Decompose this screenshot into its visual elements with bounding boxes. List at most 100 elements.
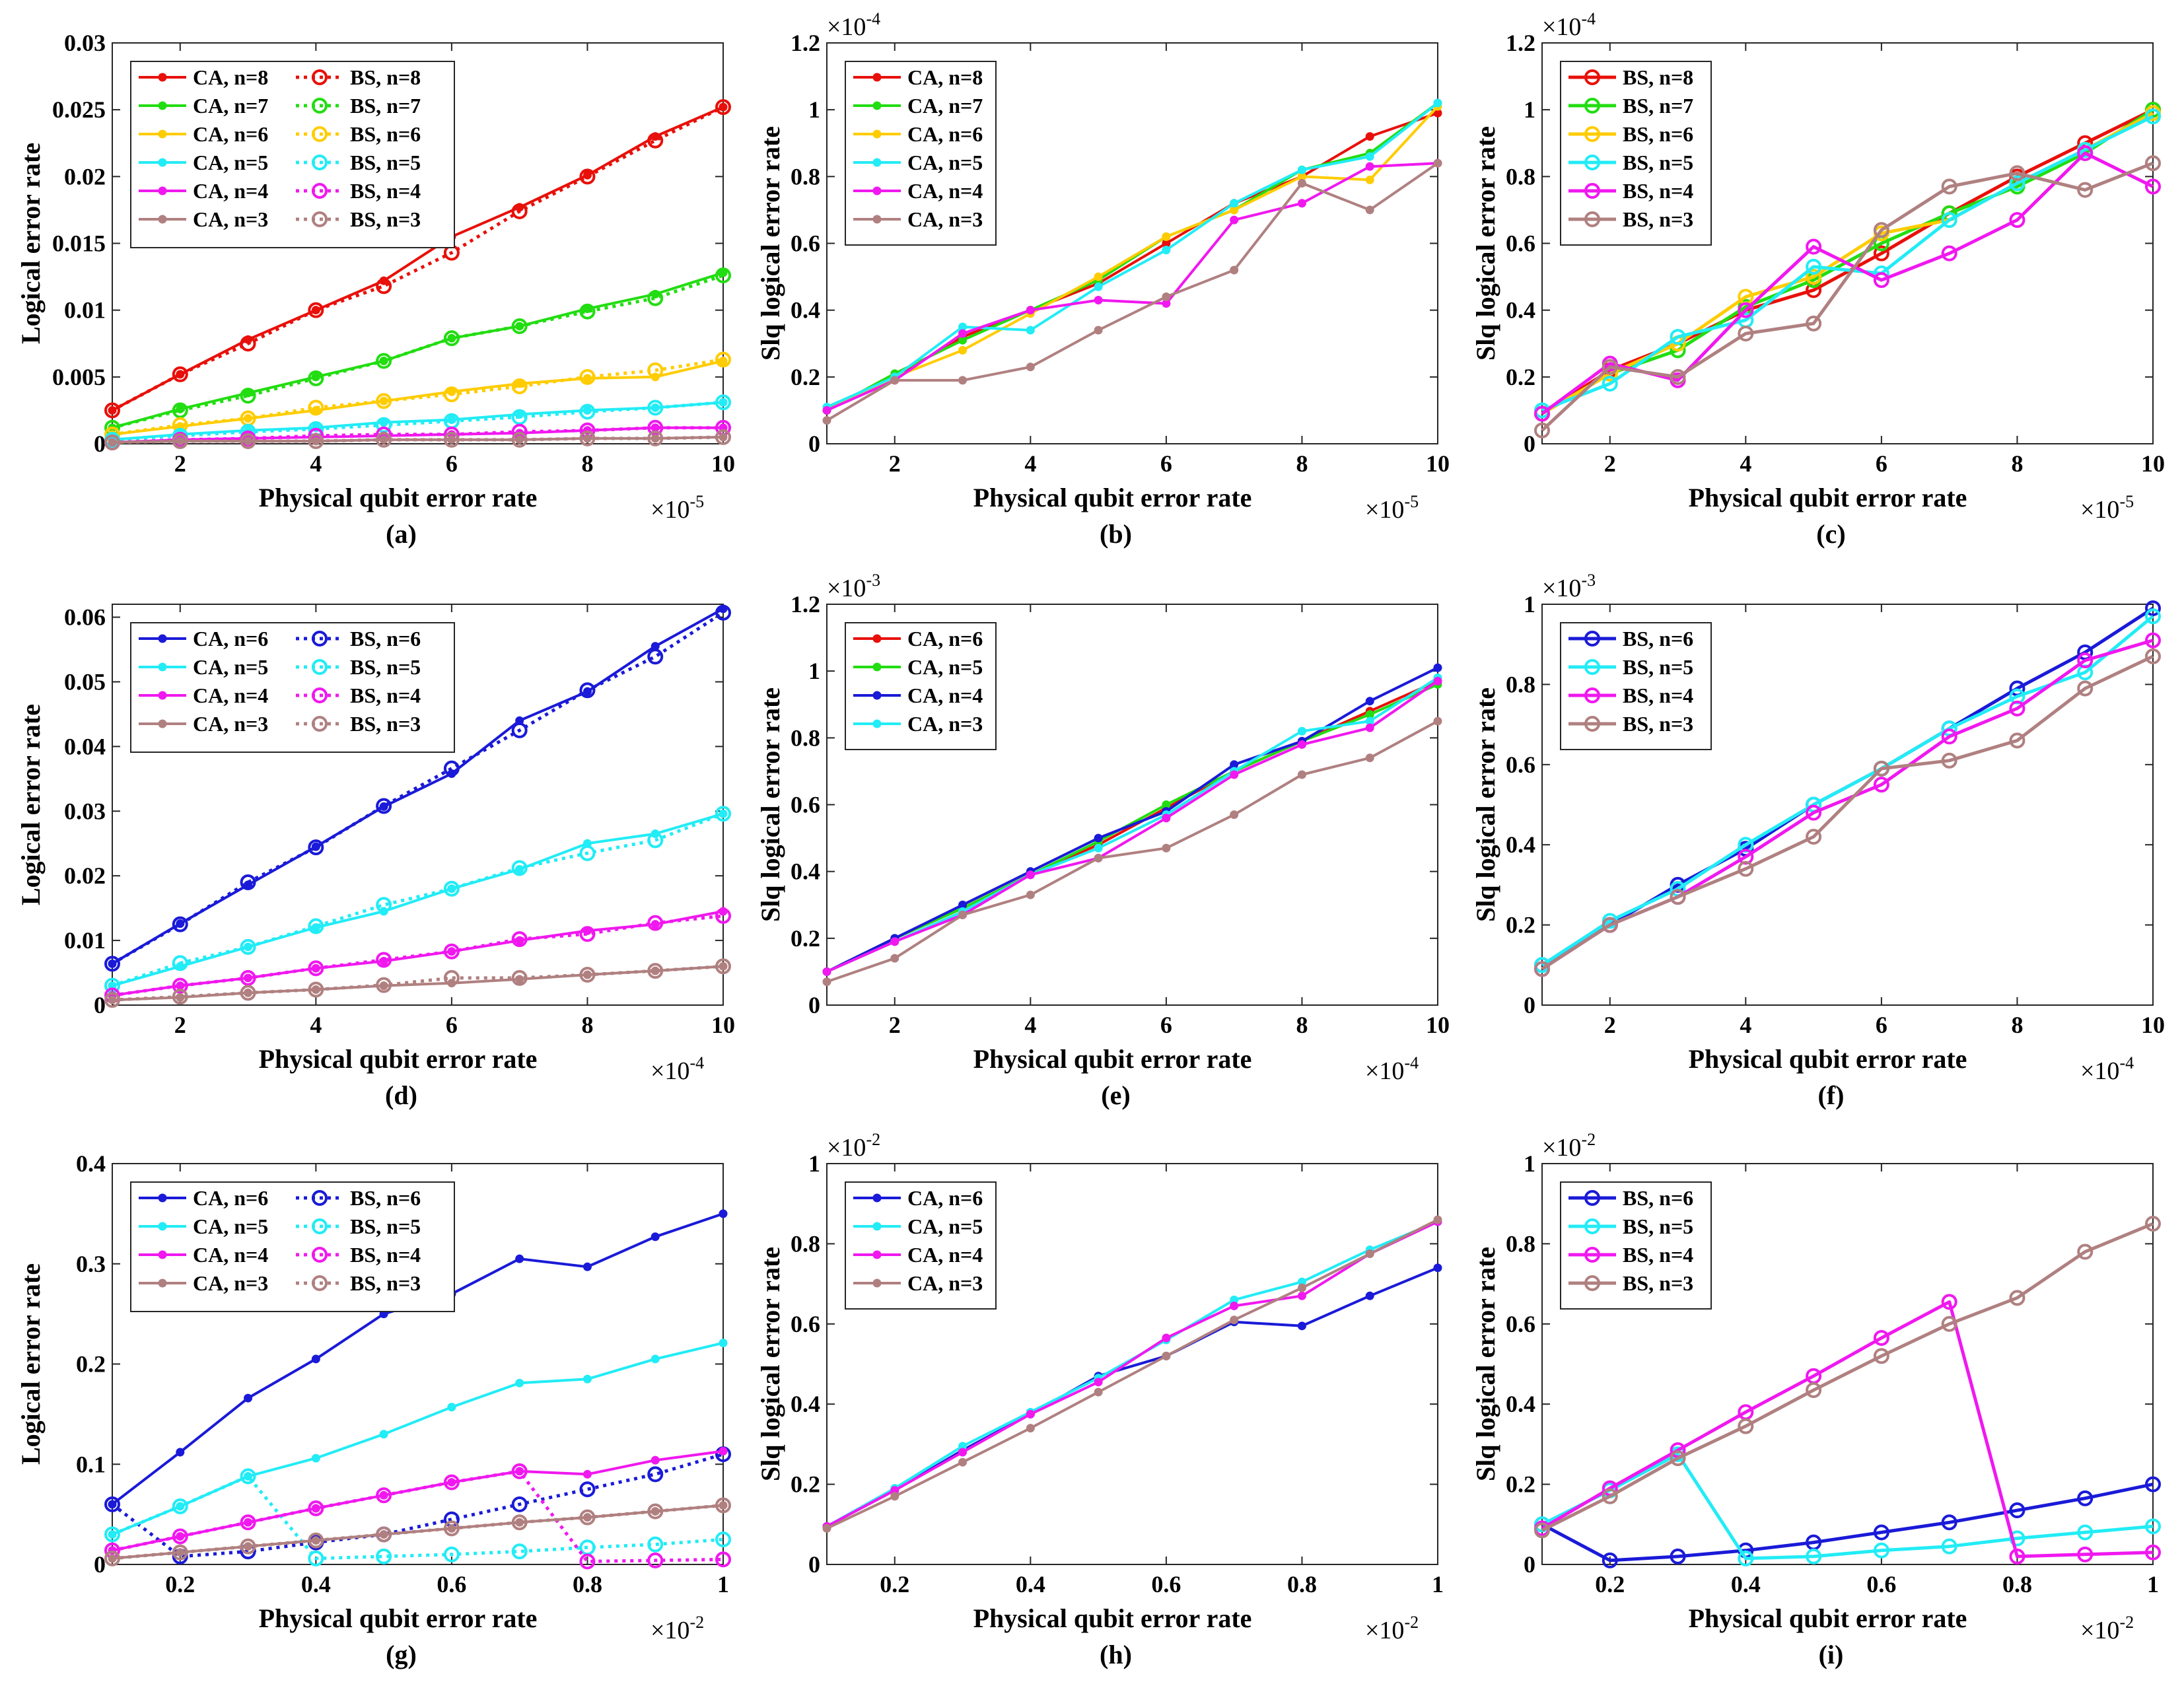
legend-box: [1560, 1181, 1712, 1310]
data-point: [958, 910, 968, 919]
data-point: [647, 648, 664, 665]
x-tick-label: 6: [446, 1012, 458, 1038]
data-point: [104, 402, 120, 419]
y-tick-label: 1.2: [1506, 30, 1535, 56]
data-point: [1162, 239, 1171, 248]
legend-label: BS, n=4: [350, 1243, 421, 1267]
y-tick-label: 0.02: [64, 862, 106, 889]
data-point: [1941, 1315, 1957, 1332]
data-point: [715, 907, 731, 924]
data-point: [1365, 1249, 1374, 1259]
data-point: [2145, 108, 2161, 125]
y-axis-label: Slq logical error rate: [1471, 126, 1500, 361]
data-point: [379, 1430, 388, 1439]
x-tick-label: 0.2: [1595, 1571, 1625, 1597]
legend-marker: [158, 129, 167, 139]
legend-label: BS, n=3: [350, 712, 421, 736]
y-axis-label: Slq logical error rate: [1471, 1247, 1500, 1481]
series-line-ca-n-5: [826, 683, 1438, 973]
legend-box: [845, 622, 997, 750]
legend-label: CA, n=3: [907, 712, 983, 736]
data-point: [582, 434, 592, 443]
data-point: [579, 682, 596, 699]
series-line-ca-n-3-n-4-line-: [826, 680, 1439, 973]
data-point: [2077, 652, 2094, 668]
data-point: [1230, 205, 1239, 215]
y-tick-label: 0.01: [64, 297, 106, 324]
y-tick-label: 0.2: [1506, 364, 1535, 390]
legend-marker: [1584, 155, 1600, 170]
legend-box: [845, 1181, 997, 1310]
legend-marker: [312, 98, 328, 114]
series-line-bs-n-5: [112, 400, 724, 442]
series-line-bs-n-3: [112, 435, 724, 444]
y-tick-label: 0.6: [791, 230, 820, 257]
series-line-bs-n-7: [112, 273, 724, 430]
x-tick-label: 1: [2147, 1571, 2159, 1597]
x-tick-label: 4: [310, 1012, 322, 1038]
data-point: [511, 722, 528, 738]
data-point: [2009, 165, 2025, 182]
data-point: [447, 1403, 456, 1412]
legend-marker: [1584, 69, 1600, 85]
data-point: [311, 985, 320, 995]
data-point: [958, 322, 968, 332]
series-line-bs-n-3: [1541, 1222, 2154, 1532]
legend-marker: [312, 659, 328, 675]
x-tick-label: 0.8: [573, 1571, 602, 1597]
data-point: [1873, 1330, 1889, 1347]
data-point: [651, 434, 660, 443]
legend-marker: [158, 662, 167, 672]
data-point: [240, 969, 256, 986]
x-tick-label: 0.8: [2002, 1571, 2032, 1597]
x-axis-label: Physical qubit error rate: [973, 1603, 1252, 1633]
legend-label: CA, n=4: [193, 1243, 268, 1267]
data-point: [443, 880, 460, 897]
legend-label: BS, n=4: [1623, 683, 1693, 707]
x-tick-label: 4: [1024, 1012, 1036, 1038]
data-point: [1026, 306, 1035, 315]
series-group: [104, 99, 731, 450]
legend-marker: [158, 1222, 167, 1231]
plot-area-frame: [826, 1163, 1438, 1565]
data-point: [172, 433, 188, 449]
data-point: [1534, 961, 1550, 977]
y-tick-label: 0.4: [791, 859, 820, 885]
data-point: [890, 1492, 899, 1501]
legend-label: CA, n=5: [193, 1214, 268, 1238]
data-point: [376, 798, 392, 814]
series-line-ca-n-4: [112, 1450, 724, 1552]
y-tick-label: 0: [808, 431, 820, 457]
series-line-ca-n-3: [826, 1218, 1438, 1530]
data-point: [958, 900, 968, 909]
y-tick-label: 0.015: [52, 230, 106, 257]
data-point: [2009, 700, 2025, 717]
x-tick-label: 8: [1296, 450, 1308, 477]
legend-label: BS, n=5: [350, 655, 421, 679]
data-point: [1670, 1548, 1686, 1564]
data-point: [1941, 728, 1957, 745]
y-tick-label: 0.04: [64, 733, 106, 759]
x-tick-label: 10: [711, 1012, 735, 1038]
data-point: [822, 967, 831, 976]
data-point: [311, 1354, 320, 1364]
x-tick-label: 4: [1740, 450, 1751, 477]
data-point: [1806, 804, 1822, 821]
data-point: [579, 430, 596, 446]
data-point: [1534, 422, 1550, 438]
legend-marker: [312, 69, 328, 85]
data-point: [2077, 1524, 2094, 1541]
plot-area-frame: [1541, 604, 2154, 1006]
y-tick-label: 0.05: [64, 668, 106, 695]
data-point: [647, 832, 664, 849]
data-point: [2145, 632, 2161, 648]
data-point: [647, 362, 664, 378]
legend-label: BS, n=3: [1623, 712, 1693, 736]
y-tick-label: 1: [808, 96, 820, 123]
data-point: [890, 1486, 899, 1495]
series-line-bs-n-4: [1541, 1300, 2154, 1559]
data-point: [2145, 178, 2161, 195]
series-line-ca-n-3: [826, 676, 1439, 973]
data-point: [1026, 1409, 1035, 1419]
data-point: [719, 1500, 728, 1510]
